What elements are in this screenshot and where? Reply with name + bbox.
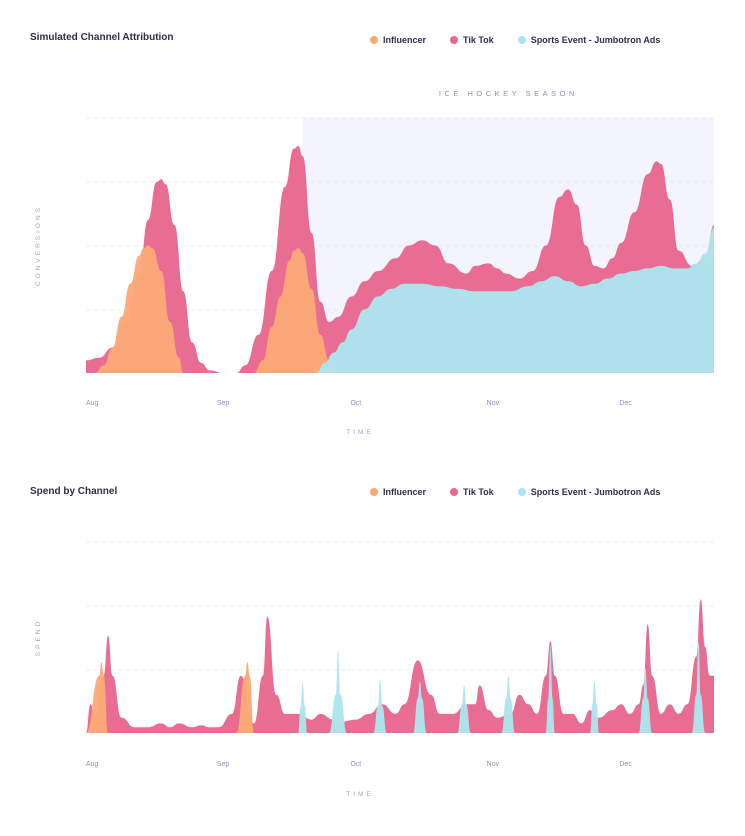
attribution-chart-svg: ICE HOCKEY SEASON Aug Sep Oct Nov Dec TIME CONV…	[35, 89, 714, 436]
legend-label: Influencer	[383, 487, 427, 497]
series-area-tiktok	[86, 599, 714, 733]
x-tick-label: Sep	[217, 400, 230, 407]
season-label: ICE HOCKEY SEASON	[439, 89, 578, 98]
x-tick-label: Nov	[487, 400, 500, 407]
legend-dot-jumbotron	[517, 488, 526, 496]
legend-item-tiktok[interactable]: Tik Tok	[450, 35, 494, 45]
x-tick-label: Dec	[619, 761, 632, 768]
x-tick-label: Sep	[217, 761, 230, 768]
legend: Influencer Tik Tok Sports Event - Jumbot…	[370, 487, 684, 497]
x-tick-label: Aug	[86, 761, 99, 768]
legend-dot-influencer	[370, 488, 378, 496]
x-tick-label: Oct	[350, 400, 361, 407]
series-area-jumbotron	[316, 227, 714, 373]
legend-label: Sports Event - Jumbotron Ads	[530, 487, 661, 497]
chart-title: Spend by Channel	[30, 486, 118, 497]
x-tick-label: Oct	[350, 761, 361, 768]
x-tick-label: Nov	[487, 761, 500, 768]
x-tick-label: Aug	[86, 400, 99, 407]
legend-label: Influencer	[383, 35, 427, 45]
spend-chart-panel: Spend by Channel Influencer Tik Tok Spor…	[0, 450, 745, 836]
legend-item-tiktok[interactable]: Tik Tok	[450, 487, 494, 497]
legend-dot-tiktok	[450, 36, 459, 44]
y-axis-label: CONVERSIONS	[35, 205, 42, 286]
spend-chart-svg: Aug Sep Oct Nov Dec TIME SPEND	[35, 541, 714, 798]
series-area-jumbotron	[298, 641, 706, 733]
x-tick-label: Dec	[619, 400, 632, 407]
legend-label: Tik Tok	[463, 35, 494, 45]
legend-item-influencer[interactable]: Influencer	[370, 487, 426, 497]
series-area-influencer	[94, 245, 339, 373]
legend-item-jumbotron[interactable]: Sports Event - Jumbotron Ads	[517, 487, 661, 497]
legend-dot-jumbotron	[517, 36, 526, 44]
legend: Influencer Tik Tok Sports Event - Jumbot…	[370, 35, 684, 45]
x-axis-label: TIME	[346, 429, 374, 436]
attribution-chart-panel: Simulated Channel Attribution Influencer…	[30, 32, 714, 436]
chart-title: Simulated Channel Attribution	[30, 32, 174, 43]
legend-label: Tik Tok	[463, 487, 494, 497]
legend-dot-influencer	[370, 36, 378, 44]
series-area-influencer	[86, 662, 255, 733]
y-axis-label: SPEND	[35, 619, 42, 656]
legend-dot-tiktok	[450, 488, 459, 496]
legend-label: Sports Event - Jumbotron Ads	[530, 35, 661, 45]
x-axis-label: TIME	[346, 791, 374, 798]
legend-item-influencer[interactable]: Influencer	[370, 35, 426, 45]
legend-item-jumbotron[interactable]: Sports Event - Jumbotron Ads	[517, 35, 661, 45]
